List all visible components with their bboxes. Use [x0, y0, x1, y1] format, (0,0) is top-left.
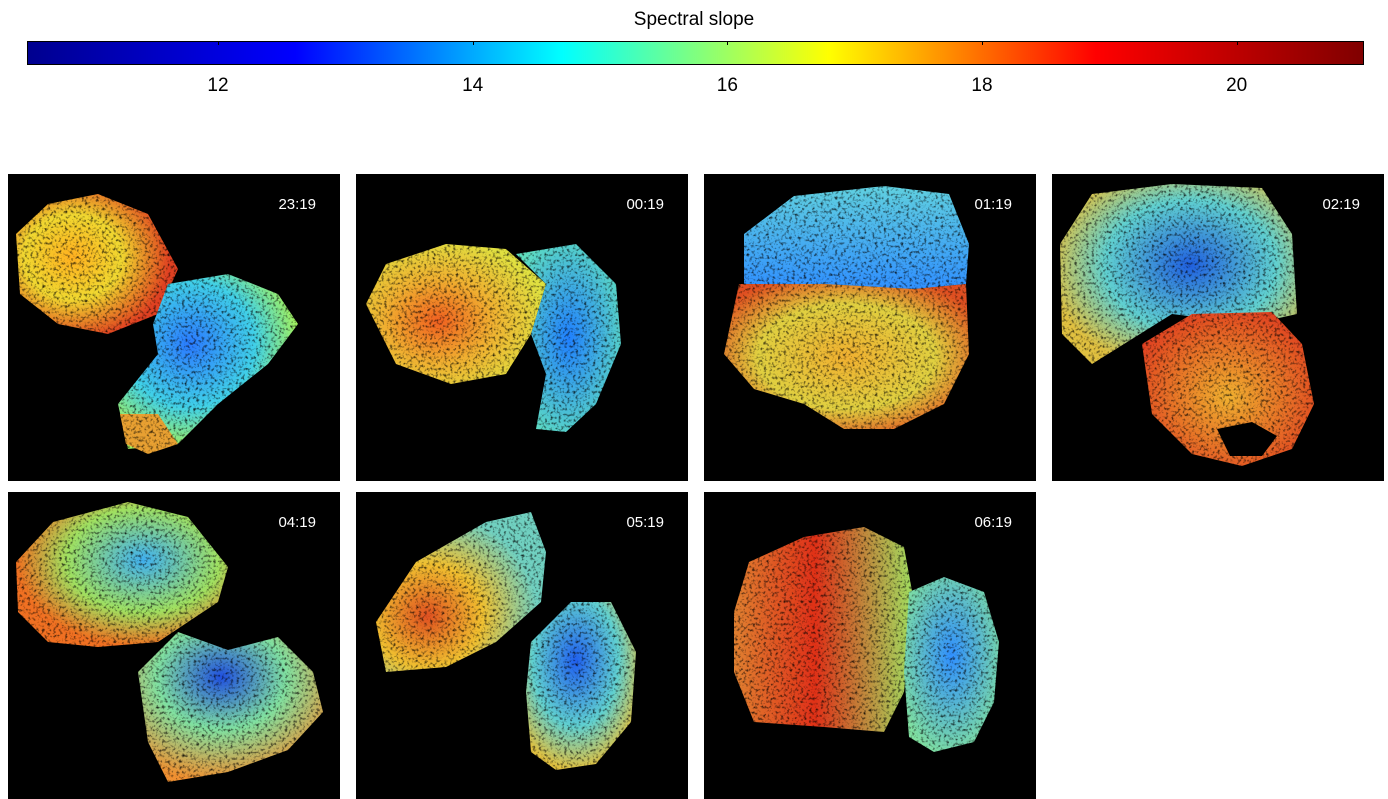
nucleus-image — [376, 512, 636, 770]
nucleus-image — [1060, 184, 1314, 466]
colorbar-tick-mark — [218, 41, 219, 45]
timestamp-label: 00:19 — [626, 196, 664, 213]
timestamp-label: 01:19 — [974, 196, 1012, 213]
colorbar-title: Spectral slope — [633, 9, 755, 30]
nucleus-image — [724, 186, 969, 429]
colorbar-gradient — [27, 41, 1364, 65]
nucleus-image — [16, 194, 298, 454]
panel-1: 23:19 — [8, 174, 340, 481]
colorbar-tick-mark — [472, 41, 474, 45]
timestamp-label: 04:19 — [278, 514, 316, 531]
colorbar-tick-mark — [982, 41, 983, 45]
colorbar — [27, 41, 1364, 65]
colorbar-tick-label: 14 — [462, 75, 484, 96]
timestamp-label: 05:19 — [626, 514, 664, 531]
timestamp-label: 02:19 — [1322, 196, 1360, 213]
colorbar-tick-label: 20 — [1226, 75, 1248, 96]
panel-3: 01:19 — [704, 174, 1036, 481]
nucleus-image — [366, 244, 621, 432]
timestamp-label: 23:19 — [278, 196, 316, 213]
colorbar-tick-label: 12 — [207, 75, 229, 96]
nucleus-image — [16, 502, 323, 782]
colorbar-tick-mark — [1236, 41, 1238, 45]
nucleus-image — [734, 527, 999, 752]
timestamp-label: 06:19 — [974, 514, 1012, 531]
panel-2: 00:19 — [356, 174, 688, 481]
panel-4: 02:19 — [1052, 174, 1384, 481]
colorbar-tick-label: 18 — [971, 75, 993, 96]
panel-7: 06:19 — [704, 492, 1036, 799]
colorbar-tick-mark — [727, 41, 729, 45]
panel-5: 04:19 — [8, 492, 340, 799]
panel-6: 05:19 — [356, 492, 688, 799]
colorbar-tick-label: 16 — [716, 75, 738, 96]
